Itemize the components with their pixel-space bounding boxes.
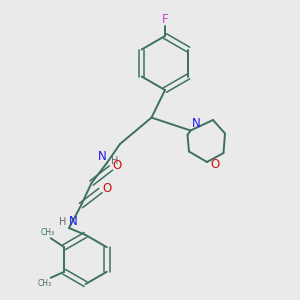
Text: H: H bbox=[111, 155, 118, 166]
Text: N: N bbox=[192, 117, 201, 130]
Text: O: O bbox=[112, 159, 122, 172]
Text: N: N bbox=[98, 150, 106, 164]
Text: F: F bbox=[162, 13, 168, 26]
Text: O: O bbox=[102, 182, 111, 195]
Text: H: H bbox=[59, 217, 66, 227]
Text: CH₃: CH₃ bbox=[38, 279, 52, 288]
Text: CH₃: CH₃ bbox=[40, 228, 55, 237]
Text: N: N bbox=[69, 215, 78, 228]
Text: O: O bbox=[211, 158, 220, 171]
